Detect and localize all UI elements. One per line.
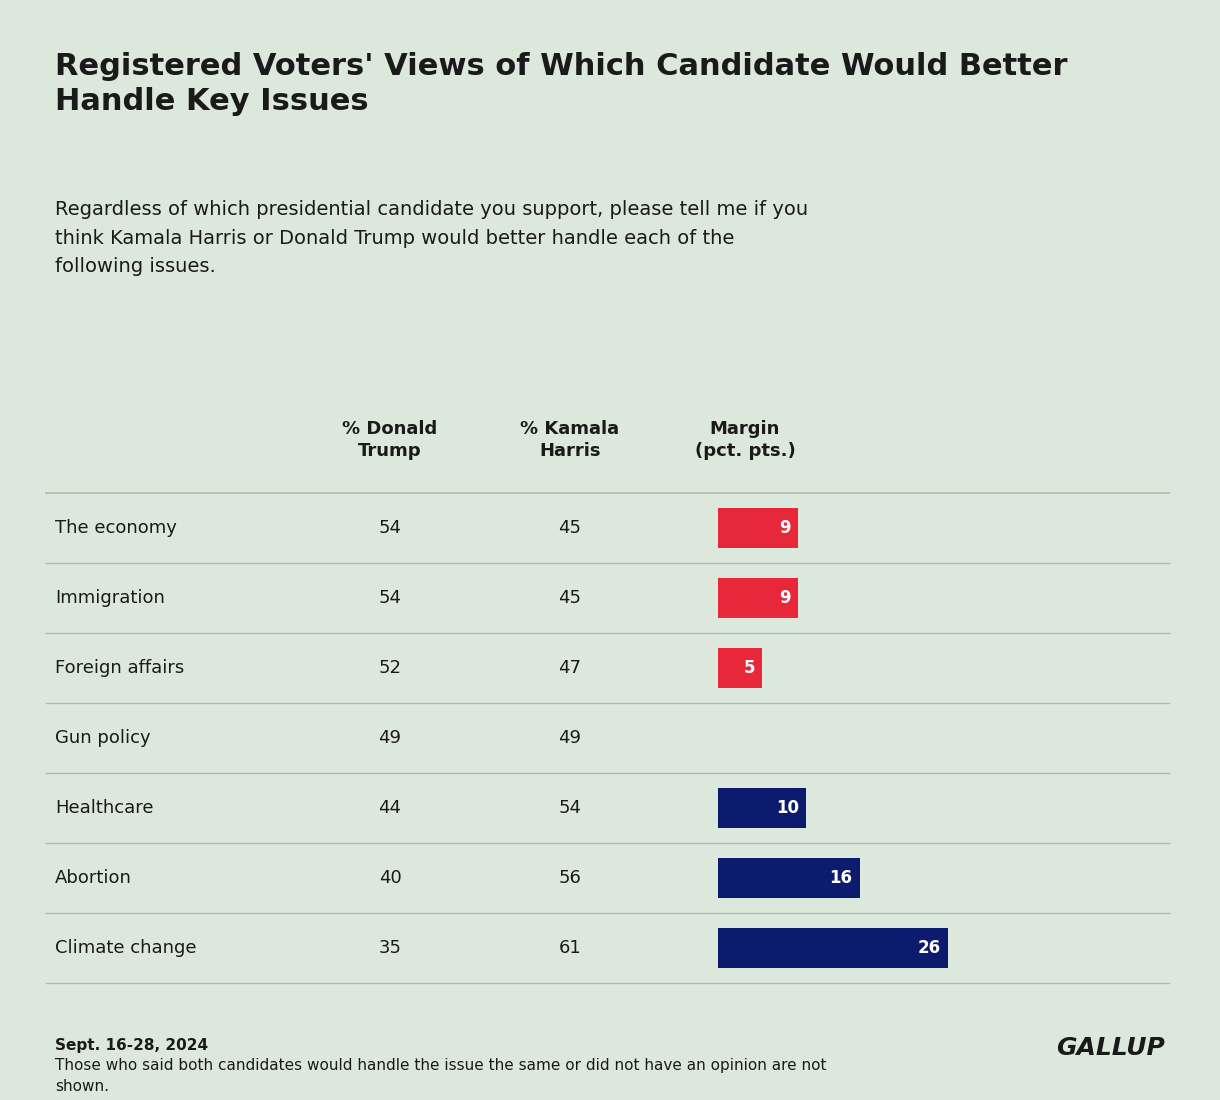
Text: Climate change: Climate change: [55, 939, 196, 957]
Text: Margin
(pct. pts.): Margin (pct. pts.): [694, 420, 795, 460]
Text: 56: 56: [559, 869, 582, 887]
Text: % Donald
Trump: % Donald Trump: [343, 420, 438, 460]
Bar: [719, 508, 798, 548]
Text: The economy: The economy: [55, 519, 177, 537]
Text: 35: 35: [378, 939, 401, 957]
Text: 54: 54: [378, 588, 401, 607]
Text: 61: 61: [559, 939, 582, 957]
Text: 49: 49: [378, 729, 401, 747]
Text: Sept. 16-28, 2024: Sept. 16-28, 2024: [55, 1038, 209, 1053]
Text: Foreign affairs: Foreign affairs: [55, 659, 184, 676]
Text: 40: 40: [378, 869, 401, 887]
Text: 47: 47: [559, 659, 582, 676]
Text: 52: 52: [378, 659, 401, 676]
Text: Registered Voters' Views of Which Candidate Would Better
Handle Key Issues: Registered Voters' Views of Which Candid…: [55, 52, 1068, 116]
Text: Regardless of which presidential candidate you support, please tell me if you
th: Regardless of which presidential candida…: [55, 200, 808, 276]
Text: 44: 44: [378, 799, 401, 817]
Text: 45: 45: [559, 588, 582, 607]
Text: 49: 49: [559, 729, 582, 747]
Text: GALLUP: GALLUP: [1057, 1036, 1165, 1060]
Text: Healthcare: Healthcare: [55, 799, 154, 817]
Text: 54: 54: [378, 519, 401, 537]
Text: Those who said both candidates would handle the issue the same or did not have a: Those who said both candidates would han…: [55, 1058, 826, 1094]
Text: 26: 26: [917, 939, 941, 957]
Text: 16: 16: [830, 869, 853, 887]
Text: 9: 9: [780, 588, 791, 607]
Text: 45: 45: [559, 519, 582, 537]
Text: Immigration: Immigration: [55, 588, 165, 607]
Text: 5: 5: [744, 659, 755, 676]
Bar: [719, 788, 806, 828]
Bar: [719, 578, 798, 618]
Text: 54: 54: [559, 799, 582, 817]
Text: Abortion: Abortion: [55, 869, 132, 887]
Text: Gun policy: Gun policy: [55, 729, 150, 747]
Bar: [719, 648, 762, 688]
Bar: [719, 858, 860, 898]
Text: 9: 9: [780, 519, 791, 537]
Text: % Kamala
Harris: % Kamala Harris: [521, 420, 620, 460]
Text: 10: 10: [776, 799, 799, 817]
Bar: [719, 928, 948, 968]
